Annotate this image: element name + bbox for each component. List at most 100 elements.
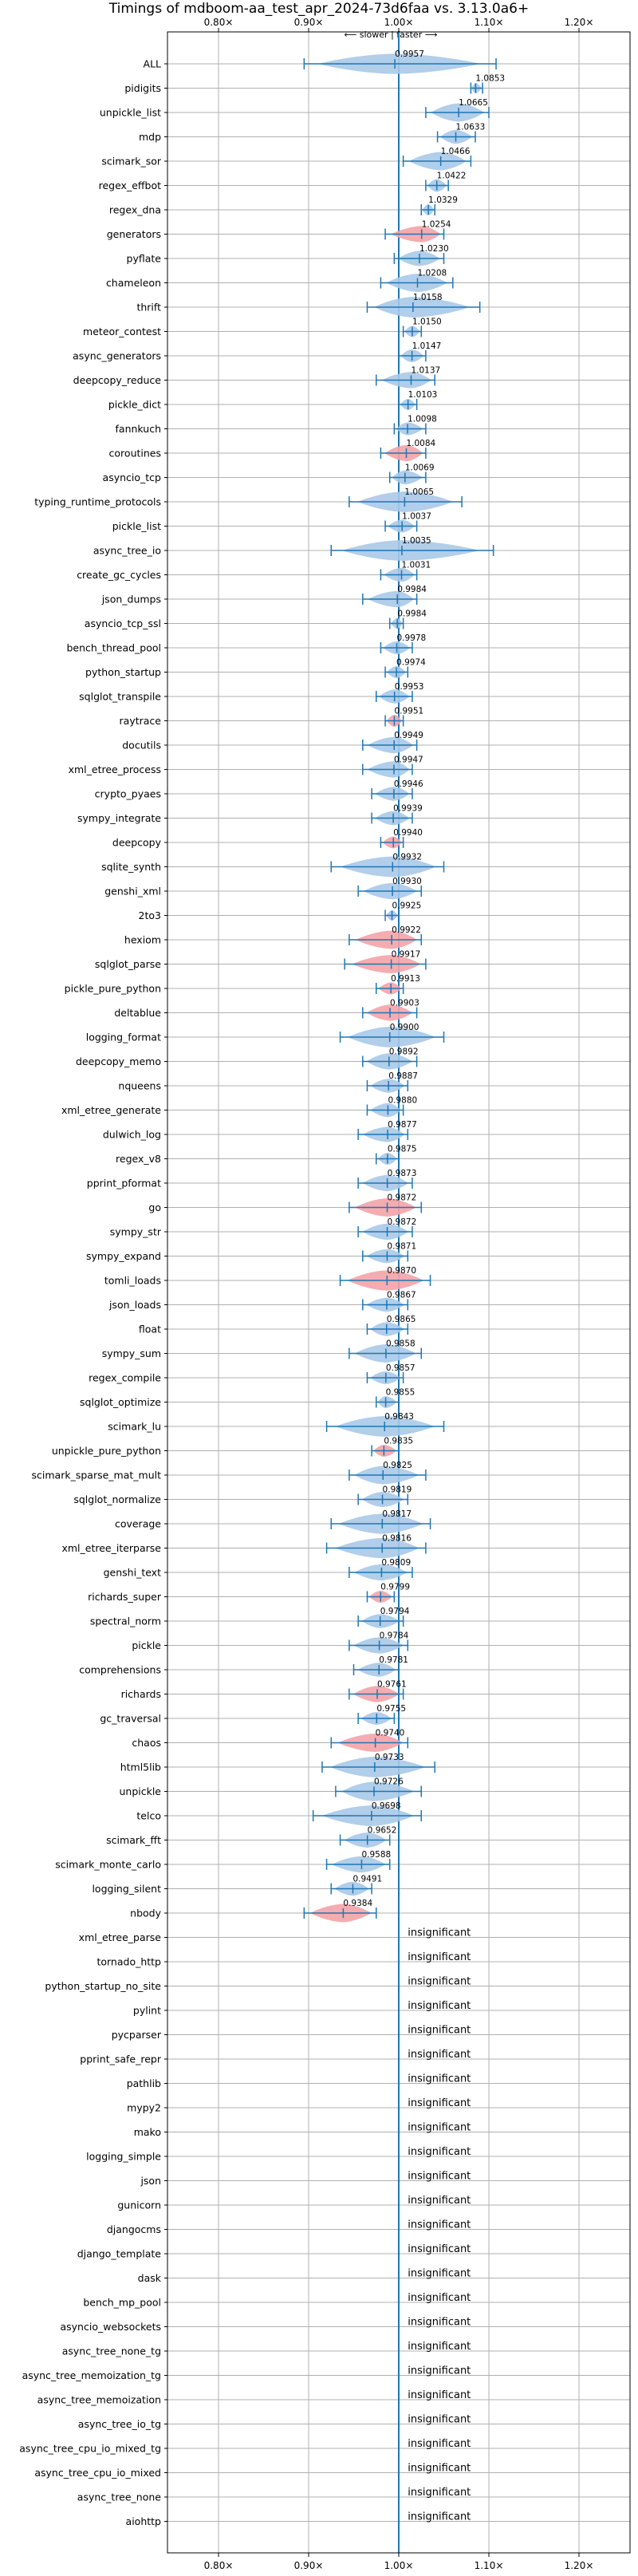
benchmark-label: sympy_integrate	[77, 812, 161, 824]
benchmark-label: deepcopy_reduce	[73, 374, 162, 386]
value-label: 0.9939	[393, 804, 423, 814]
benchmark-label: raytrace	[120, 715, 162, 727]
benchmark-label: telco	[136, 1810, 161, 1822]
insignificant-label: insignificant	[408, 2195, 471, 2207]
benchmark-label: xml_etree_parse	[79, 1931, 162, 1943]
value-label: 0.9809	[381, 1558, 411, 1568]
x-axis-bottom: 0.80× 0.90× 1.00× 1.10× 1.20×	[204, 2553, 593, 2571]
benchmark-label: pickle_dict	[108, 399, 161, 411]
benchmark-label: coroutines	[109, 448, 161, 460]
benchmark-label: pprint_safe_repr	[80, 2053, 162, 2065]
insignificant-label: insignificant	[408, 2365, 471, 2377]
benchmark-label: regex_dna	[109, 204, 161, 216]
benchmark-label: pycparser	[112, 2029, 162, 2041]
insignificant-label: insignificant	[408, 2487, 471, 2499]
benchmark-label: deltablue	[114, 1007, 161, 1019]
value-label: 0.9900	[390, 1023, 419, 1032]
value-label: 0.9740	[376, 1729, 405, 1738]
value-label: 0.9880	[388, 1096, 417, 1106]
benchmark-label: async_tree_io_tg	[78, 2418, 161, 2430]
value-label: 0.9781	[379, 1655, 408, 1665]
benchmark-label: pidigits	[124, 82, 161, 94]
benchmark-label: dulwich_log	[103, 1129, 161, 1141]
benchmark-label: async_tree_io	[93, 545, 161, 557]
chart-subtitle: ⟵ slower | faster ⟶	[345, 30, 438, 40]
benchmark-label: hexiom	[124, 934, 161, 946]
benchmark-label: json_dumps	[101, 594, 161, 606]
value-label: 1.0084	[406, 439, 435, 448]
benchmark-label: async_tree_cpu_io_mixed	[34, 2467, 161, 2479]
insignificant-label: insignificant	[408, 2097, 471, 2109]
benchmark-label: pylint	[133, 2005, 161, 2017]
value-label: 1.0665	[459, 98, 488, 108]
benchmark-label: pprint_pformat	[87, 1178, 161, 1189]
insignificant-label: insignificant	[408, 2000, 471, 2012]
benchmark-label: xml_etree_process	[69, 763, 161, 775]
insignificant-label: insignificant	[408, 2511, 471, 2523]
insignificant-label: insignificant	[408, 2049, 471, 2061]
benchmark-label: thrift	[136, 302, 161, 314]
value-label: 0.9784	[380, 1631, 409, 1641]
benchmark-label: xml_etree_generate	[61, 1104, 161, 1116]
value-label: 1.0103	[408, 390, 438, 400]
benchmark-label: scimark_sparse_mat_mult	[32, 1469, 162, 1481]
value-label: 1.0137	[411, 366, 440, 376]
value-label: 0.9953	[395, 682, 424, 692]
benchmark-label: mypy2	[127, 2102, 161, 2114]
x-tick-label: 1.20×	[565, 17, 594, 28]
benchmark-label: djangocms	[107, 2223, 161, 2235]
x-tick-label: 1.10×	[475, 2560, 504, 2571]
value-label: 1.0633	[456, 123, 486, 132]
value-label: 0.9875	[388, 1145, 417, 1154]
benchmark-label: aiohttp	[126, 2515, 162, 2527]
benchmark-label: asyncio_tcp_ssl	[85, 617, 161, 629]
benchmark-label: nqueens	[118, 1080, 161, 1092]
benchmark-label: async_tree_memoization_tg	[22, 2369, 161, 2381]
value-label: 1.0329	[428, 195, 458, 205]
benchmark-label: ALL	[144, 58, 162, 70]
value-label: 1.0035	[402, 536, 431, 546]
value-label: 0.9843	[384, 1412, 414, 1422]
benchmark-label: unpickle	[119, 1785, 161, 1797]
insignificant-label: insignificant	[408, 2292, 471, 2304]
value-label: 0.9588	[361, 1850, 391, 1860]
benchmark-label: spectral_norm	[90, 1615, 161, 1627]
benchmark-label: meteor_contest	[83, 325, 161, 337]
value-label: 1.0037	[402, 512, 431, 522]
value-label: 0.9733	[375, 1753, 404, 1762]
value-label: 0.9984	[397, 609, 427, 619]
insignificant-label: insignificant	[408, 2025, 471, 2037]
value-label: 1.0150	[412, 318, 442, 327]
benchmark-label: mdp	[139, 131, 161, 143]
value-label: 0.9947	[394, 755, 423, 765]
benchmark-label: django_template	[77, 2248, 162, 2260]
benchmark-label: typing_runtime_protocols	[34, 496, 161, 508]
value-label: 1.0158	[413, 293, 443, 302]
insignificant-label: insignificant	[408, 2243, 471, 2255]
value-label: 1.0422	[437, 172, 467, 181]
benchmark-label: regex_effbot	[99, 179, 161, 191]
value-label: 0.9922	[392, 925, 421, 935]
benchmark-label: pickle	[132, 1639, 161, 1651]
value-label: 1.0065	[404, 487, 434, 497]
value-label: 1.0254	[422, 220, 451, 230]
value-label: 0.9761	[377, 1680, 407, 1690]
insignificant-label: insignificant	[408, 1951, 471, 1963]
benchmark-label: html5lib	[120, 1761, 161, 1773]
value-label: 1.0031	[402, 561, 431, 570]
insignificant-label: insignificant	[408, 2122, 471, 2134]
benchmark-label: asyncio_tcp	[103, 471, 162, 483]
insignificant-label: insignificant	[408, 1976, 471, 1988]
benchmark-label: bench_mp_pool	[83, 2297, 161, 2309]
benchmark-label: regex_compile	[89, 1372, 161, 1384]
value-label: 0.9857	[386, 1363, 415, 1373]
violin-marks: 0.9957 1.0853 1.0665 1.0633 1.0466 1.0422 1.03…	[303, 49, 505, 2523]
benchmark-label: genshi_xml	[104, 886, 161, 897]
benchmark-label: bench_thread_pool	[66, 642, 161, 654]
value-label: 0.9835	[384, 1437, 413, 1446]
benchmark-label: mako	[134, 2126, 161, 2138]
benchmark-label: json_loads	[108, 1299, 161, 1311]
value-label: 0.9917	[392, 950, 421, 960]
value-label: 0.9978	[397, 633, 427, 643]
